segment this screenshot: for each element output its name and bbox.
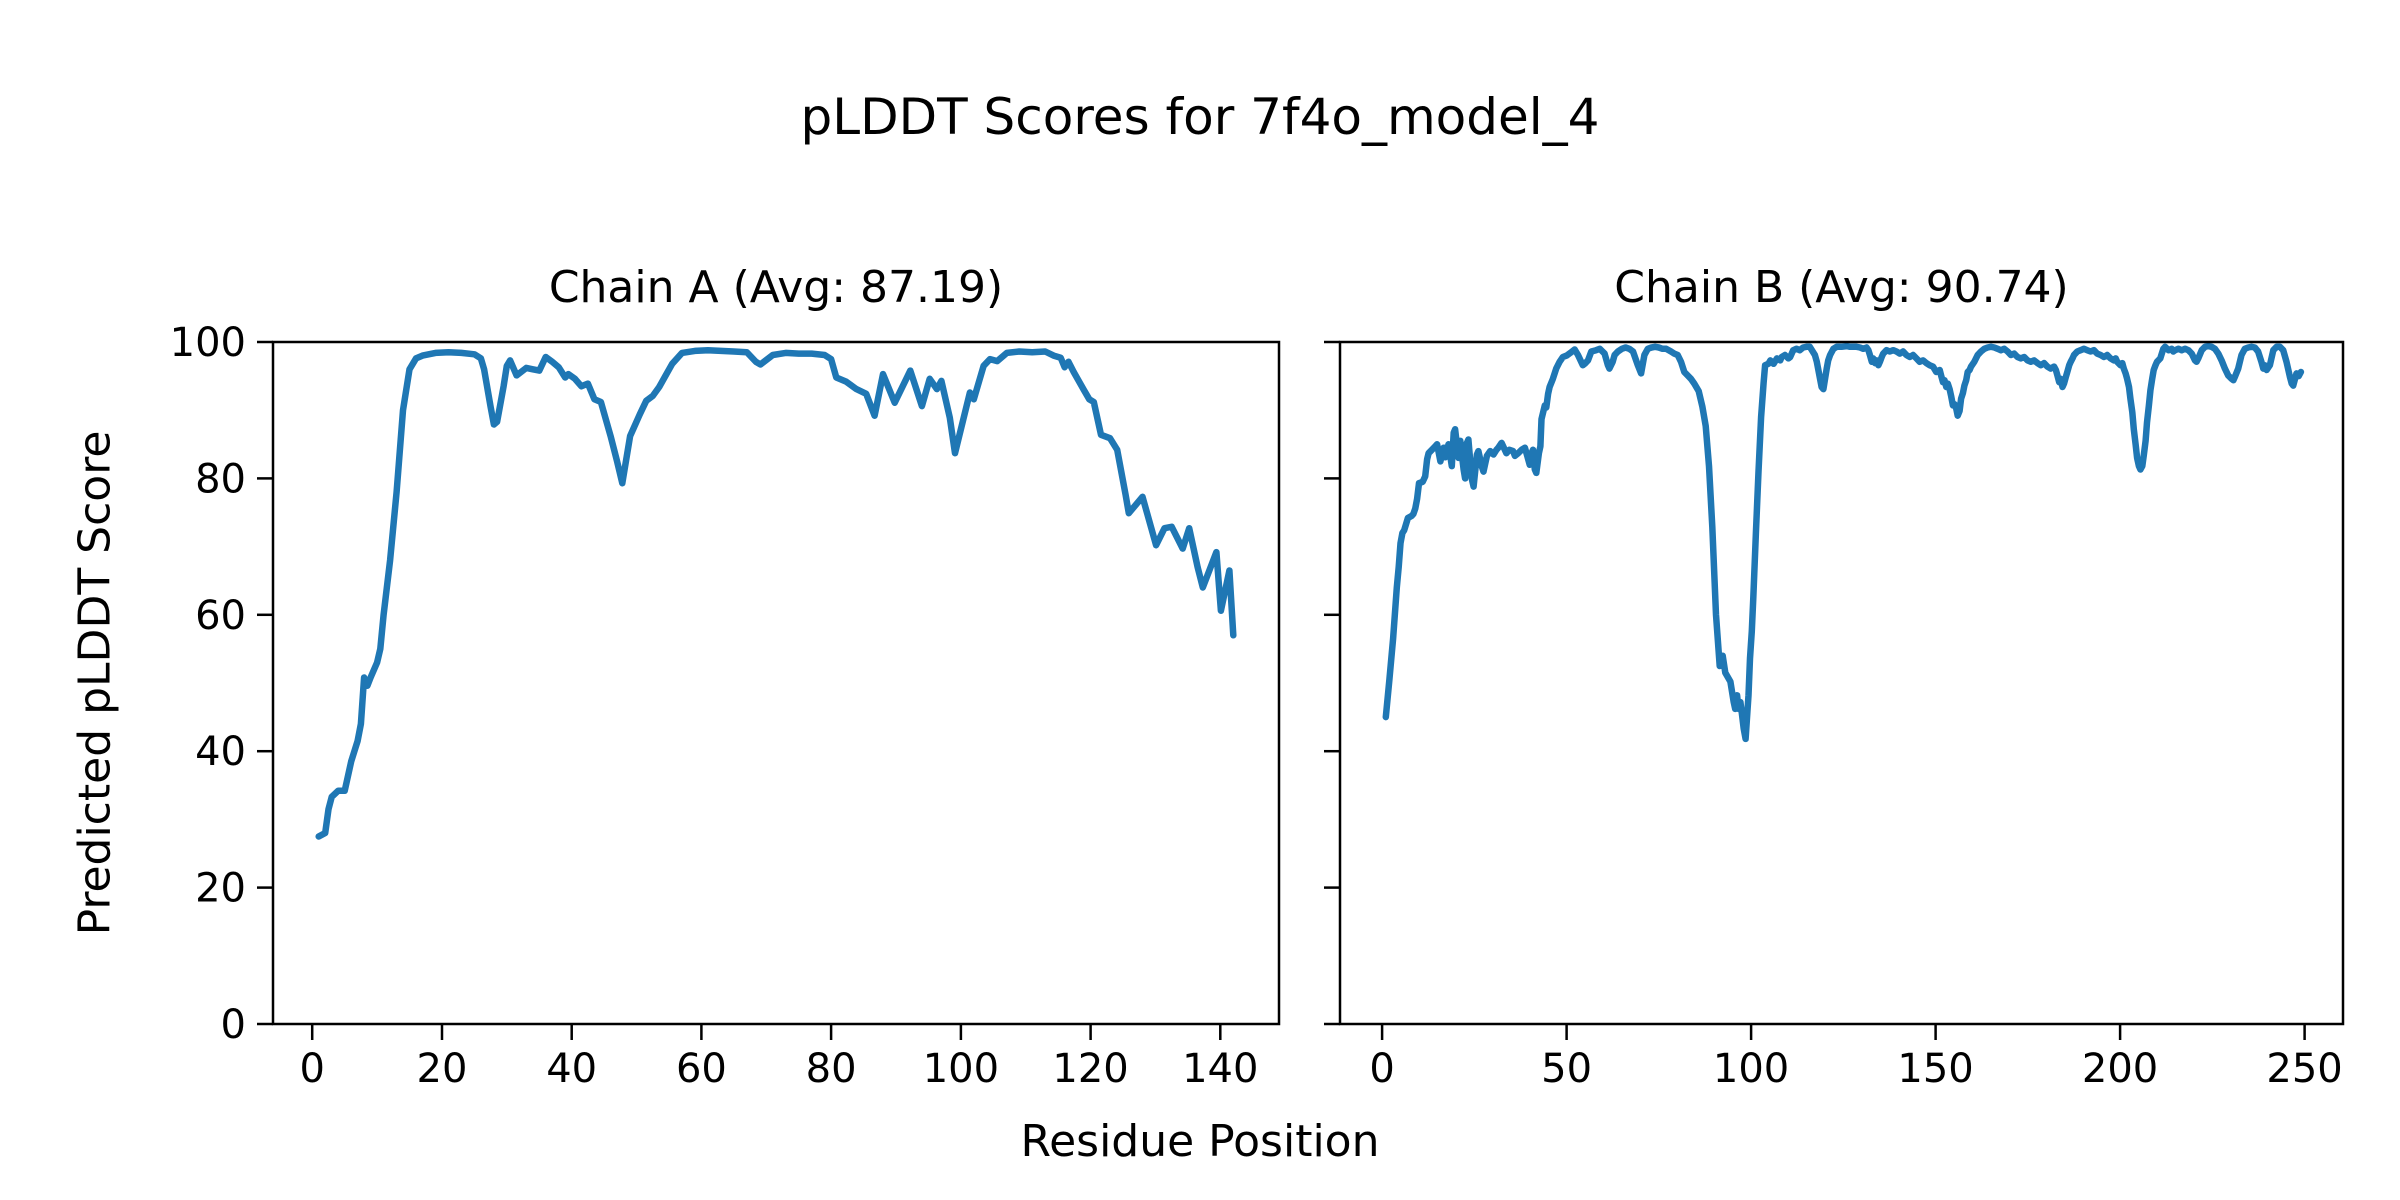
x-tick-label: 200 xyxy=(2082,1046,2158,1092)
chain-a-plot: 0 20 40 60 80 100 120 140 0 20 40 60 80 100 xyxy=(170,320,1281,1092)
y-tick-label: 100 xyxy=(170,320,246,366)
x-tick-label: 100 xyxy=(923,1046,999,1092)
x-tick-label: 120 xyxy=(1052,1046,1128,1092)
x-tick-label: 150 xyxy=(1897,1046,1973,1092)
x-tick-label: 20 xyxy=(417,1046,468,1092)
chain-b-plot: 0 50 100 150 200 250 xyxy=(1324,340,2345,1092)
x-tick-label: 0 xyxy=(1369,1046,1394,1092)
y-tick-label: 80 xyxy=(195,456,246,502)
figure-title: pLDDT Scores for 7f4o_model_4 xyxy=(800,88,1600,146)
x-tick-label: 100 xyxy=(1713,1046,1789,1092)
chain-b-title: Chain B (Avg: 90.74) xyxy=(1614,262,2069,313)
plddt-line-chain-b xyxy=(1382,342,2305,743)
axes-frame xyxy=(1338,340,2345,1026)
x-tick-label: 50 xyxy=(1541,1046,1592,1092)
y-tick-label: 40 xyxy=(195,729,246,775)
x-tick-label: 140 xyxy=(1182,1046,1258,1092)
y-tick-label: 0 xyxy=(221,1002,246,1048)
x-tick-label: 80 xyxy=(806,1046,857,1092)
plddt-line-chain-a xyxy=(315,346,1237,840)
y-tick-label: 60 xyxy=(195,593,246,639)
x-tick-label: 60 xyxy=(676,1046,727,1092)
x-tick-label: 0 xyxy=(299,1046,324,1092)
y-tick-label: 20 xyxy=(195,866,246,912)
chain-a-title: Chain A (Avg: 87.19) xyxy=(548,262,1004,313)
axes-frame xyxy=(271,340,1281,1026)
x-tick-label: 40 xyxy=(546,1046,597,1092)
x-tick-label: 250 xyxy=(2266,1046,2342,1092)
x-axis-label: Residue Position xyxy=(1020,1116,1380,1167)
